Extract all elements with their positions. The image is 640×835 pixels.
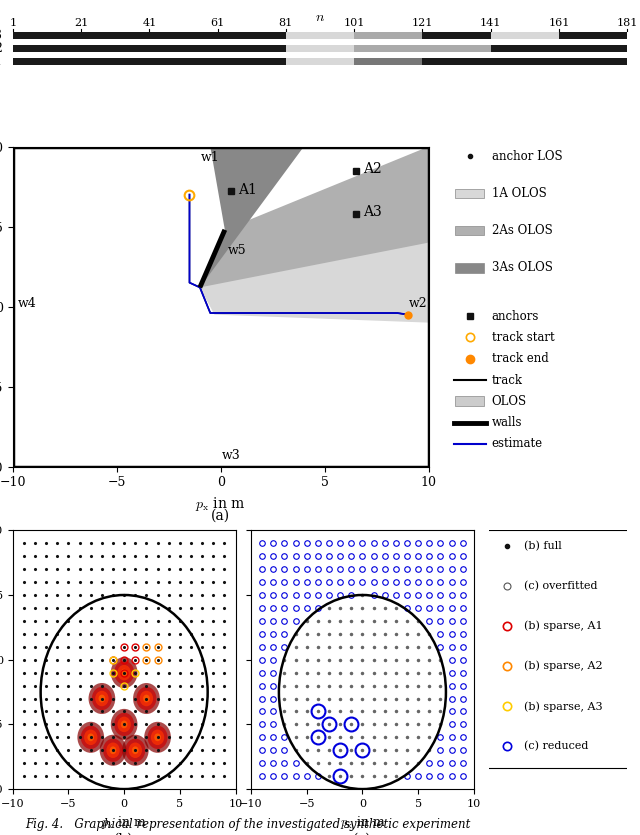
Circle shape xyxy=(151,730,164,745)
Text: (c): (c) xyxy=(353,833,372,835)
FancyBboxPatch shape xyxy=(456,225,484,235)
Text: 141: 141 xyxy=(480,18,501,28)
Text: 2As OLOS: 2As OLOS xyxy=(492,224,552,237)
Circle shape xyxy=(144,721,171,753)
Text: A2: A2 xyxy=(0,42,3,55)
Text: w2: w2 xyxy=(409,297,428,310)
Circle shape xyxy=(88,733,94,741)
Text: A3: A3 xyxy=(0,28,3,42)
Text: 61: 61 xyxy=(211,18,225,28)
Text: w3: w3 xyxy=(221,449,241,462)
Text: 1: 1 xyxy=(9,18,17,28)
FancyBboxPatch shape xyxy=(443,303,631,470)
Circle shape xyxy=(133,683,160,714)
Circle shape xyxy=(140,691,153,706)
Circle shape xyxy=(121,721,127,728)
Text: 3As OLOS: 3As OLOS xyxy=(492,261,552,275)
Polygon shape xyxy=(200,230,429,322)
FancyBboxPatch shape xyxy=(486,530,630,768)
Circle shape xyxy=(118,716,131,732)
Text: 101: 101 xyxy=(344,18,365,28)
Text: w5: w5 xyxy=(228,244,246,257)
Text: track start: track start xyxy=(492,331,554,344)
Circle shape xyxy=(100,735,126,766)
Text: (b): (b) xyxy=(115,833,134,835)
Text: anchors: anchors xyxy=(492,310,539,322)
Text: walls: walls xyxy=(492,416,522,429)
Text: w1: w1 xyxy=(201,151,220,164)
Circle shape xyxy=(132,746,139,754)
Text: A1: A1 xyxy=(0,55,3,68)
Circle shape xyxy=(81,726,100,749)
Text: (a): (a) xyxy=(211,509,230,522)
Text: estimate: estimate xyxy=(492,438,543,450)
Polygon shape xyxy=(200,147,304,287)
Circle shape xyxy=(143,695,150,702)
Circle shape xyxy=(154,733,161,741)
Text: 161: 161 xyxy=(548,18,570,28)
Text: track: track xyxy=(492,373,523,387)
Text: 1A OLOS: 1A OLOS xyxy=(492,187,547,200)
FancyBboxPatch shape xyxy=(443,144,631,310)
Text: w4: w4 xyxy=(18,297,36,310)
Circle shape xyxy=(84,730,97,745)
Text: (b) sparse, A1: (b) sparse, A1 xyxy=(524,620,602,631)
Circle shape xyxy=(111,709,138,740)
Circle shape xyxy=(106,742,120,758)
Circle shape xyxy=(122,735,148,766)
Circle shape xyxy=(92,687,112,710)
Circle shape xyxy=(103,739,123,762)
Circle shape xyxy=(129,742,142,758)
Circle shape xyxy=(99,695,105,702)
Circle shape xyxy=(136,687,156,710)
Text: Fig. 4.   Graphical representation of the investigated synthetic experiment: Fig. 4. Graphical representation of the … xyxy=(26,817,471,831)
Text: (c) reduced: (c) reduced xyxy=(524,741,588,752)
Circle shape xyxy=(114,661,134,684)
X-axis label: $p_{\mathrm{x}}$ in m: $p_{\mathrm{x}}$ in m xyxy=(101,814,147,832)
Circle shape xyxy=(125,739,145,762)
Text: OLOS: OLOS xyxy=(492,395,527,407)
Text: track end: track end xyxy=(492,352,548,365)
Polygon shape xyxy=(200,147,429,287)
Text: (b) sparse, A3: (b) sparse, A3 xyxy=(524,701,602,711)
Circle shape xyxy=(88,683,115,714)
Circle shape xyxy=(95,691,109,706)
Circle shape xyxy=(111,657,138,688)
Text: 81: 81 xyxy=(279,18,293,28)
Text: 21: 21 xyxy=(74,18,88,28)
Text: (b) full: (b) full xyxy=(524,541,561,551)
Text: (b) sparse, A2: (b) sparse, A2 xyxy=(524,660,602,671)
Text: 121: 121 xyxy=(412,18,433,28)
Circle shape xyxy=(114,713,134,736)
Text: A3: A3 xyxy=(363,205,382,220)
FancyBboxPatch shape xyxy=(456,263,484,272)
X-axis label: $p_{\mathrm{x}}$ in m: $p_{\mathrm{x}}$ in m xyxy=(340,814,385,832)
Circle shape xyxy=(121,669,127,676)
Circle shape xyxy=(148,726,168,749)
Text: 181: 181 xyxy=(616,18,638,28)
FancyBboxPatch shape xyxy=(456,397,484,406)
Text: A1: A1 xyxy=(238,183,257,197)
Text: anchor LOS: anchor LOS xyxy=(492,149,563,163)
X-axis label: $p_{\mathrm{x}}$ in m: $p_{\mathrm{x}}$ in m xyxy=(195,495,246,513)
Circle shape xyxy=(77,721,104,753)
FancyBboxPatch shape xyxy=(456,189,484,198)
Text: (c) overfitted: (c) overfitted xyxy=(524,581,597,591)
Circle shape xyxy=(118,665,131,681)
Circle shape xyxy=(109,746,116,754)
Text: $n$: $n$ xyxy=(315,10,325,24)
Text: 41: 41 xyxy=(142,18,156,28)
Text: A2: A2 xyxy=(363,162,382,176)
